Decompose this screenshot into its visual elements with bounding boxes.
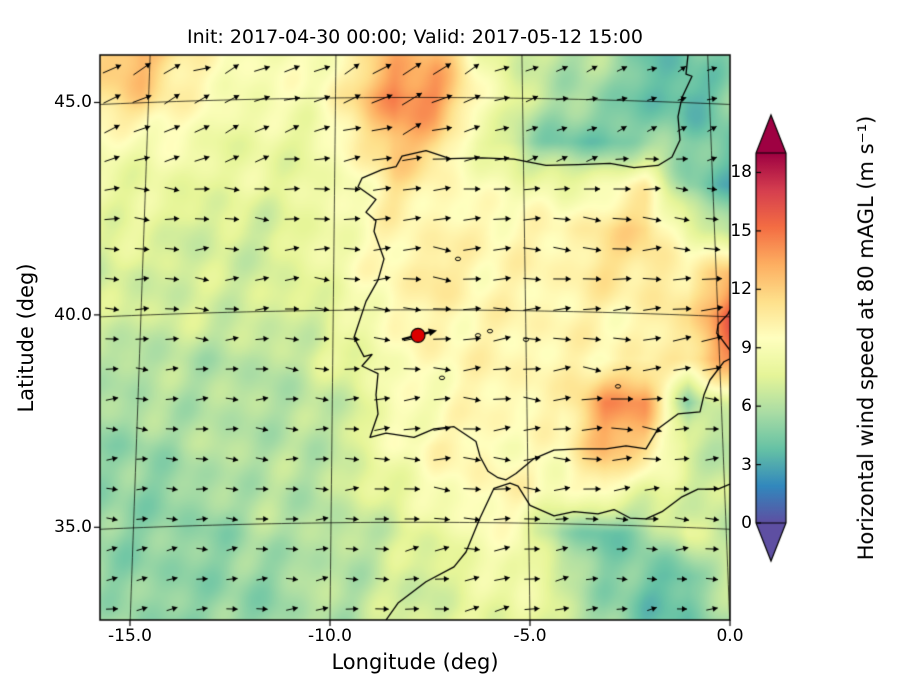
colorbar-tick-9: 9 [741,338,752,358]
x-axis-label: Longitude (deg) [331,650,499,674]
y-tick-45: 45.0 [54,92,92,112]
y-axis-label: Latitude (deg) [14,263,38,413]
plot-title: Init: 2017-04-30 00:00; Valid: 2017-05-1… [187,26,643,48]
colorbar-label: Horizontal wind speed at 80 mAGL (m s⁻¹) [854,115,878,561]
y-tick-40: 40.0 [54,305,92,325]
x-tick-minus15: -15.0 [108,626,152,646]
colorbar-tick-12: 12 [730,279,752,299]
y-tick-35: 35.0 [54,517,92,537]
colorbar-tick-0: 0 [741,513,752,533]
colorbar-tick-18: 18 [730,162,752,182]
colorbar-tick-15: 15 [730,221,752,241]
x-tick-minus10: -10.0 [308,626,352,646]
colorbar-tick-3: 3 [741,455,752,475]
x-tick-minus5: -5.0 [513,626,547,646]
x-tick-0: 0.0 [716,626,744,646]
colorbar-tick-6: 6 [741,396,752,416]
